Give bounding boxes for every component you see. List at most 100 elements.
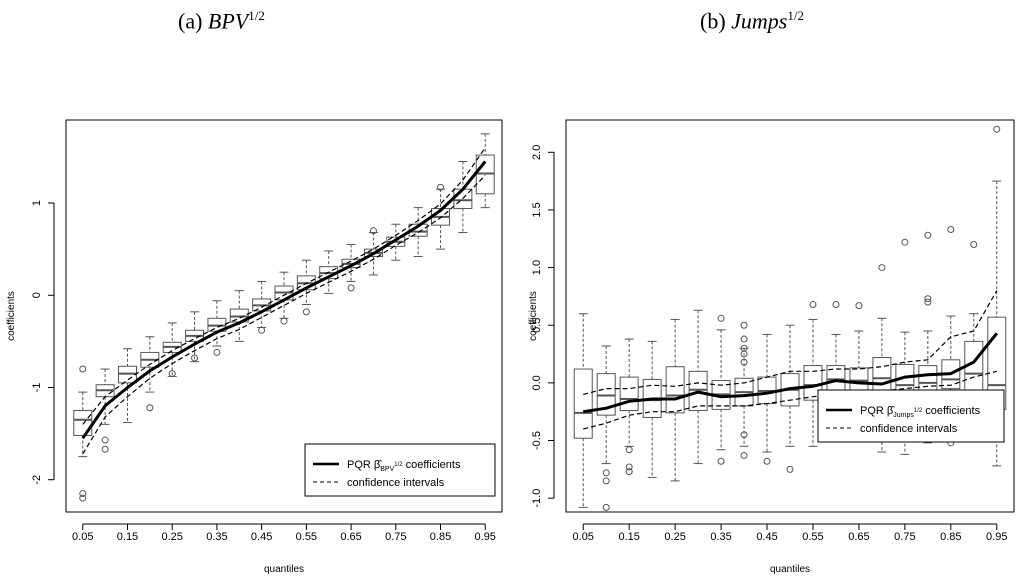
outlier-point [602,469,610,477]
box-0.25 [665,318,685,482]
y-tick-label: 1.0 [531,260,543,275]
caption-a-label: (a) [178,8,203,34]
box-0.45 [252,280,272,334]
box-0.30 [688,309,708,465]
plot-frame [565,119,1015,513]
x-tick-label: 0.65 [340,531,361,543]
x-tick-label: 0.05 [72,531,93,543]
y-axis-label: coefficients [6,291,17,341]
outlier-point [717,314,725,322]
box-body [619,376,639,412]
box-body [573,368,593,439]
outlier-point [168,370,176,378]
outlier-point [947,226,955,234]
outlier-point [101,436,109,444]
y-tick-label: -0.5 [531,431,543,450]
caption-b-label: (b) [700,8,726,34]
caption-b: (b) Jumps1/2 [700,8,804,34]
legend: PQR β̂Jumps1/2 coefficients confidence in… [817,389,1005,443]
legend-ci-label: confidence intervals [347,477,445,489]
x-tick-label: 0.95 [475,531,496,543]
x-tick-label: 0.65 [848,531,869,543]
outlier-point [924,231,932,239]
box-0.95 [987,125,1007,467]
y-tick-label: 2.0 [531,145,543,160]
box-0.35 [711,314,731,465]
box-0.80 [408,207,428,258]
caption-b-symbol: Jumps [731,8,788,34]
box-0.20 [140,336,160,412]
legend: PQR β̂BPV1/2 coefficients confidence inte… [304,443,496,497]
x-tick-label: 0.35 [206,531,227,543]
x-tick-label: 0.55 [802,531,823,543]
outlier-point [625,446,633,454]
y-tick-label: 0.5 [531,318,543,333]
outlier-point [740,452,748,460]
box-0.05 [73,365,93,502]
outlier-point [740,321,748,329]
y-axis-label: coefficients [528,291,539,341]
outlier-point [146,404,154,412]
box-0.15 [117,348,137,424]
legend-box [817,389,1005,443]
outlier-point [832,300,840,308]
box-body [665,366,685,414]
outlier-point [79,490,87,498]
outlier-point [924,298,932,306]
outlier-point [101,445,109,453]
box-0.25 [162,322,182,378]
box-0.15 [619,338,639,476]
outlier-point [437,183,445,191]
box-0.85 [431,183,451,250]
outlier-point [970,241,978,249]
plot-frame [65,119,503,513]
x-tick-label: 0.35 [710,531,731,543]
x-tick-label: 0.55 [296,531,317,543]
y-tick-label: -2 [31,475,43,485]
outlier-point [878,264,886,272]
outlier-point [602,477,610,485]
y-tick-label: -1 [31,383,43,393]
y-tick-label: 1 [31,200,43,206]
chart-a: 0.05 0.15 0.25 0.35 0.45 0.55 0.65 0.75 0.85 0.95… [6,119,503,575]
y-tick-label: -1.0 [531,489,543,508]
x-tick-label: 0.25 [161,531,182,543]
outlier-point [717,457,725,465]
outlier-point [740,431,748,439]
outlier-point [809,300,817,308]
x-tick-label: 0.75 [894,531,915,543]
outlier-point [625,463,633,471]
x-axis-label: quantiles [264,564,304,575]
box-0.70 [872,264,892,453]
outlier-point [740,350,748,358]
outlier-point [740,358,748,366]
outlier-point [191,354,199,362]
legend-ci-label: confidence intervals [860,423,958,435]
x-tick-label: 0.15 [117,531,138,543]
ci-lower-line [583,370,997,430]
outlier-point [280,317,288,325]
box-0.45 [757,333,777,465]
x-axis-label: quantiles [770,564,810,575]
ci-lower-line [82,174,486,455]
outlier-point [993,125,1001,133]
box-body [964,340,984,395]
y-tick-label: 1.5 [531,202,543,217]
x-tick-label: 0.45 [251,531,272,543]
outlier-point [302,308,310,316]
y-tick-label: 0 [31,292,43,298]
box-0.30 [185,311,205,363]
caption-a-symbol: BPV [207,8,249,34]
box-0.10 [596,345,616,511]
outlier-point [79,494,87,502]
pqr-coefficient-line [582,332,998,414]
x-tick-label: 0.95 [986,531,1007,543]
box-body [872,357,892,393]
outlier-point [79,365,87,373]
outlier-point [347,284,355,292]
outlier-point [763,457,771,465]
x-tick-label: 0.15 [618,531,639,543]
caption-b-exponent: 1/2 [787,8,804,23]
x-tick-label: 0.85 [940,531,961,543]
y-tick-label: 0.0 [531,375,543,390]
